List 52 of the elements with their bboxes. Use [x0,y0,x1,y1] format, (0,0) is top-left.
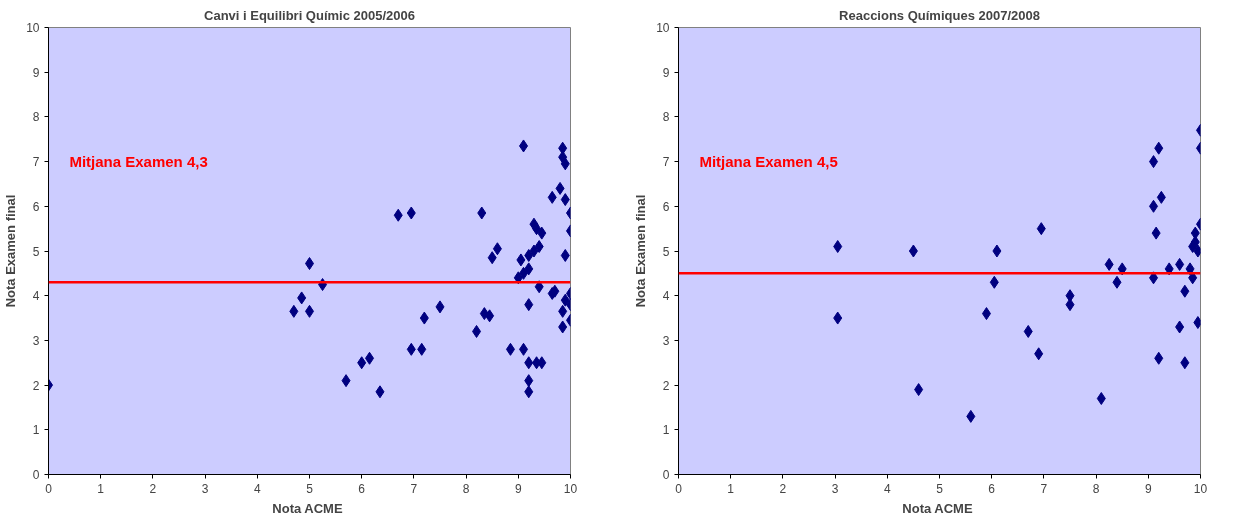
x-tick-label: 8 [1092,481,1100,496]
ref-line-label: Mitjana Examen 4,3 [69,153,208,171]
x-tick-label: 1 [97,481,105,496]
y-tick-label: 9 [32,65,40,80]
y-tick-label: 1 [662,423,670,438]
x-tick-label: 0 [45,481,53,496]
x-tick-label: 10 [1193,481,1208,496]
x-tick-label: 9 [514,481,522,496]
y-tick-label: 6 [662,199,670,214]
y-tick-label: 0 [32,468,40,482]
y-tick-label: 5 [662,244,670,259]
x-tick-label: 0 [675,481,683,496]
x-tick-label: 2 [779,481,787,496]
chart-title: Canvi i Equilibri Químic 2005/2006 [204,7,415,23]
y-tick-label: 10 [26,21,40,35]
y-tick-label: 1 [32,423,40,438]
y-tick-label: 5 [32,244,40,259]
y-tick-label: 3 [662,333,670,348]
x-axis-title: Nota ACME [902,500,973,516]
y-axis-title: Nota Examen final [3,194,19,308]
x-tick-label: 4 [883,481,891,496]
y-tick-label: 3 [32,333,40,348]
x-tick-label: 10 [563,481,578,496]
x-tick-label: 7 [410,481,418,496]
x-tick-label: 3 [831,481,839,496]
y-tick-label: 7 [32,155,40,170]
y-tick-label: 10 [656,21,670,35]
y-tick-label: 8 [32,110,40,125]
x-tick-label: 5 [936,481,944,496]
x-tick-label: 7 [1040,481,1048,496]
y-tick-label: 0 [662,468,670,482]
ref-line-label: Mitjana Examen 4,5 [699,153,838,171]
x-tick-label: 5 [306,481,314,496]
chart-title: Reaccions Químiques 2007/2008 [839,7,1040,23]
y-tick-label: 7 [662,155,670,170]
y-tick-label: 9 [662,65,670,80]
x-tick-label: 3 [201,481,209,496]
y-tick-label: 2 [32,378,40,393]
x-tick-label: 2 [149,481,157,496]
x-tick-label: 9 [1144,481,1152,496]
x-tick-label: 4 [253,481,261,496]
x-axis-title: Nota ACME [272,500,343,516]
y-tick-label: 8 [662,110,670,125]
y-tick-label: 2 [662,378,670,393]
x-tick-label: 6 [358,481,366,496]
y-tick-label: 4 [32,289,40,304]
x-tick-label: 6 [988,481,996,496]
x-tick-label: 8 [462,481,470,496]
x-tick-label: 1 [727,481,735,496]
y-tick-label: 4 [662,289,670,304]
y-tick-label: 6 [32,199,40,214]
y-axis-title: Nota Examen final [633,194,649,308]
